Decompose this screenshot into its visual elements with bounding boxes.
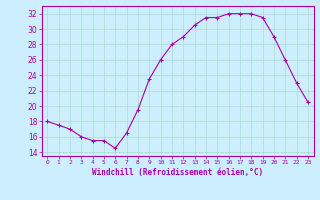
X-axis label: Windchill (Refroidissement éolien,°C): Windchill (Refroidissement éolien,°C) bbox=[92, 168, 263, 177]
